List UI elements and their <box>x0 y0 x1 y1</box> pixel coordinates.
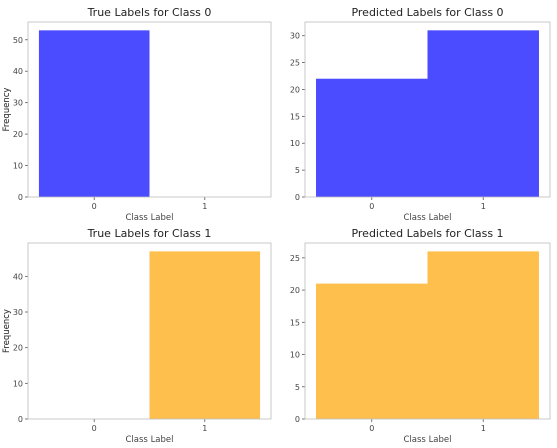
axes-frame <box>27 242 272 420</box>
y-tick-label: 0 <box>18 193 23 202</box>
x-tick-label: 0 <box>92 202 97 211</box>
x-tick-label: 1 <box>481 424 486 433</box>
x-tick-label: 0 <box>92 424 97 433</box>
x-tick-label: 0 <box>369 202 374 211</box>
y-tick-label: 50 <box>13 36 23 45</box>
bar-1 <box>427 30 539 198</box>
y-tick-label: 10 <box>290 351 300 360</box>
y-tick-label: 20 <box>13 130 23 139</box>
x-tick-label: 1 <box>202 202 207 211</box>
axes-frame <box>304 242 551 420</box>
subplot-title: Predicted Labels for Class 1 <box>351 227 503 240</box>
y-tick-label: 40 <box>13 272 23 281</box>
x-axis-label: Class Label <box>126 213 174 223</box>
y-axis-label: Frequency <box>2 88 12 132</box>
y-tick-label: 20 <box>290 286 300 295</box>
axes-frame <box>27 21 272 198</box>
subplot-predicted-class-1: Predicted Labels for Class 1 Class Label… <box>2 227 551 445</box>
x-axis-label: Class Label <box>404 435 452 445</box>
x-tick-label: 1 <box>202 424 207 433</box>
y-tick-label: 15 <box>290 318 300 327</box>
y-tick-label: 15 <box>290 112 300 121</box>
y-tick-label: 5 <box>295 383 300 392</box>
x-axis-label: Class Label <box>126 435 174 445</box>
y-tick-label: 0 <box>18 415 23 424</box>
bar-0 <box>316 283 428 419</box>
x-tick-label: 0 <box>369 424 374 433</box>
x-tick-label: 1 <box>481 202 486 211</box>
y-tick-label: 0 <box>295 415 300 424</box>
bar-0 <box>38 30 150 198</box>
x-axis-label: Class Label <box>404 213 452 223</box>
y-axis-label: Frequency <box>2 309 12 353</box>
y-axis-label: Frequency <box>2 88 12 132</box>
y-tick-label: 20 <box>13 344 23 353</box>
y-tick-label: 10 <box>290 139 300 148</box>
y-tick-label: 25 <box>290 254 300 263</box>
bar-0 <box>316 78 428 197</box>
y-tick-label: 5 <box>295 166 300 175</box>
subplot-title: True Labels for Class 1 <box>87 227 212 240</box>
bar-1 <box>149 251 261 419</box>
subplot-true-class-0: True Labels for Class 0 Class Label Freq… <box>2 6 272 223</box>
y-tick-label: 20 <box>290 85 300 94</box>
y-tick-label: 10 <box>13 379 23 388</box>
bar-1 <box>427 251 539 419</box>
axes-frame <box>304 21 551 198</box>
y-tick-label: 40 <box>13 67 23 76</box>
subplot-predicted-class-0: Predicted Labels for Class 0 Class Label… <box>2 6 551 223</box>
y-axis-label: Frequency <box>2 309 12 353</box>
y-tick-label: 0 <box>295 193 300 202</box>
y-tick-label: 30 <box>13 308 23 317</box>
y-tick-label: 10 <box>13 162 23 171</box>
y-tick-label: 30 <box>290 32 300 41</box>
subplot-true-class-1: True Labels for Class 1 Class Label Freq… <box>2 227 272 445</box>
subplot-title: Predicted Labels for Class 0 <box>351 6 503 19</box>
y-tick-label: 25 <box>290 59 300 68</box>
subplot-title: True Labels for Class 0 <box>87 6 212 19</box>
y-tick-label: 30 <box>13 99 23 108</box>
